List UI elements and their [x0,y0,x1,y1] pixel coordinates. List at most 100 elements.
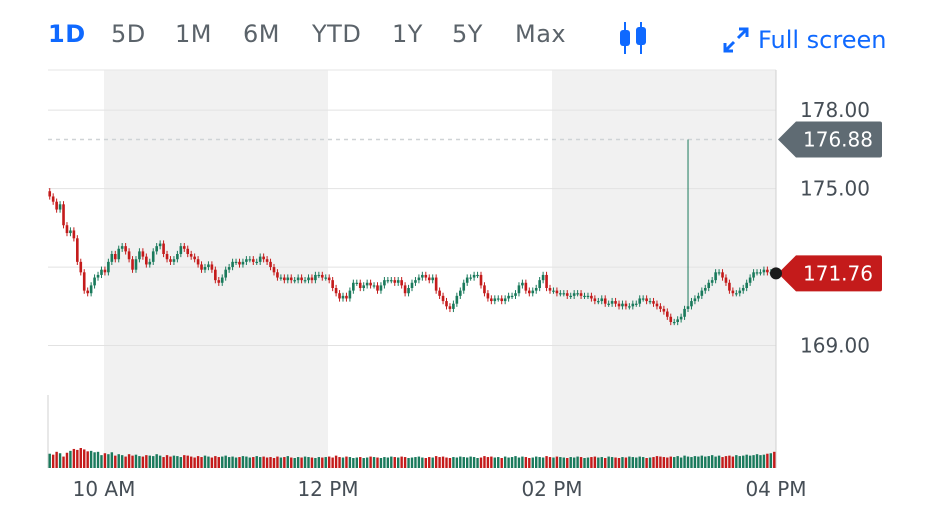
volume-bar [548,457,552,468]
range-1y-button[interactable]: 1Y [392,20,423,48]
range-5d-button[interactable]: 5D [111,20,146,48]
volume-bar [655,456,659,468]
candle-body [672,322,676,324]
volume-bar [748,455,752,468]
candle-body [710,280,714,283]
volume-bar [407,458,410,468]
candle-body [65,225,69,234]
volume-bar [117,454,120,468]
candle-body [431,277,435,281]
candle-body [141,251,145,257]
volume-bar [566,458,569,468]
range-ytd-button[interactable]: YTD [312,20,362,48]
candle-body [752,272,755,278]
fullscreen-button[interactable]: Full screen [722,24,886,56]
last-price-flag-shape [778,255,882,292]
candle-body [203,267,207,270]
volume-bar [107,454,110,468]
volume-bar [586,457,590,468]
volume-bar [438,457,441,468]
volume-bar [486,457,490,468]
candle-body [186,248,190,254]
candle-body [524,282,528,291]
volume-bar [362,458,365,468]
candle-body [79,261,83,273]
volume-bar [400,456,403,468]
candle-body [276,272,279,278]
candle-body [293,280,297,282]
candle-body [652,301,655,304]
volume-bar [307,457,310,468]
volume-bar [231,456,234,468]
volume-bar [576,456,579,468]
candlestick-icon[interactable] [616,20,650,56]
volume-bar [386,457,390,468]
candle-body [638,298,642,304]
volume-bar [541,457,545,468]
volume-bar [469,456,472,468]
candle-body [438,290,441,296]
candle-body [735,293,738,295]
volume-bar [462,457,465,468]
candle-body [410,282,414,288]
volume-bar [669,456,672,468]
volume-bar [759,455,762,468]
candle-body [731,290,735,294]
candle-body [93,277,96,286]
candle-body [479,274,483,286]
candle-body [193,256,196,260]
candle-body [396,280,400,283]
volume-bar [638,456,641,468]
range-1d-button[interactable]: 1D [48,20,86,48]
volume-bar [158,455,162,468]
volume-bar [535,456,538,468]
volume-bar [735,455,738,468]
candle-body [113,254,117,260]
volume-bar [752,455,755,468]
range-1m-button[interactable]: 1M [175,20,212,48]
volume-bar [286,456,289,468]
volume-bar [248,457,252,468]
range-6m-button[interactable]: 6M [243,20,280,48]
candle-body [469,277,472,279]
volume-bar [662,457,666,468]
volume-bar [493,457,497,468]
candle-body [669,316,673,322]
range-max-button[interactable]: Max [515,20,567,48]
candle-body [400,280,403,286]
candle-body [224,269,227,278]
candle-body [545,274,548,288]
candle-body [234,261,238,264]
x-tick-label: 02 PM [521,477,582,501]
candle-body [379,285,383,291]
volume-bar [583,458,586,468]
candle-body [707,282,711,288]
candle-body [472,274,476,278]
volume-bar [597,457,600,468]
candle-body [455,295,459,304]
candle-body [748,277,752,283]
volume-bar [331,457,334,468]
volume-bar [352,458,355,468]
volume-bar [676,456,679,468]
candle-body [762,269,766,273]
candle-body [120,246,124,249]
candle-body [662,308,666,312]
candle-body [227,267,231,270]
candle-body [296,277,300,281]
candle-body [703,288,707,291]
candle-body [590,295,593,299]
volume-bar [724,456,728,468]
candle-body [176,254,179,260]
candle-body [666,311,669,317]
volume-bar [621,457,624,468]
candle-body [389,280,393,282]
range-5y-button[interactable]: 5Y [452,20,483,48]
candle-body [89,285,93,294]
volume-bar [155,454,158,468]
candle-body [220,277,224,283]
candle-body [362,285,366,288]
volume-bar [465,457,469,468]
candle-body [493,298,497,302]
